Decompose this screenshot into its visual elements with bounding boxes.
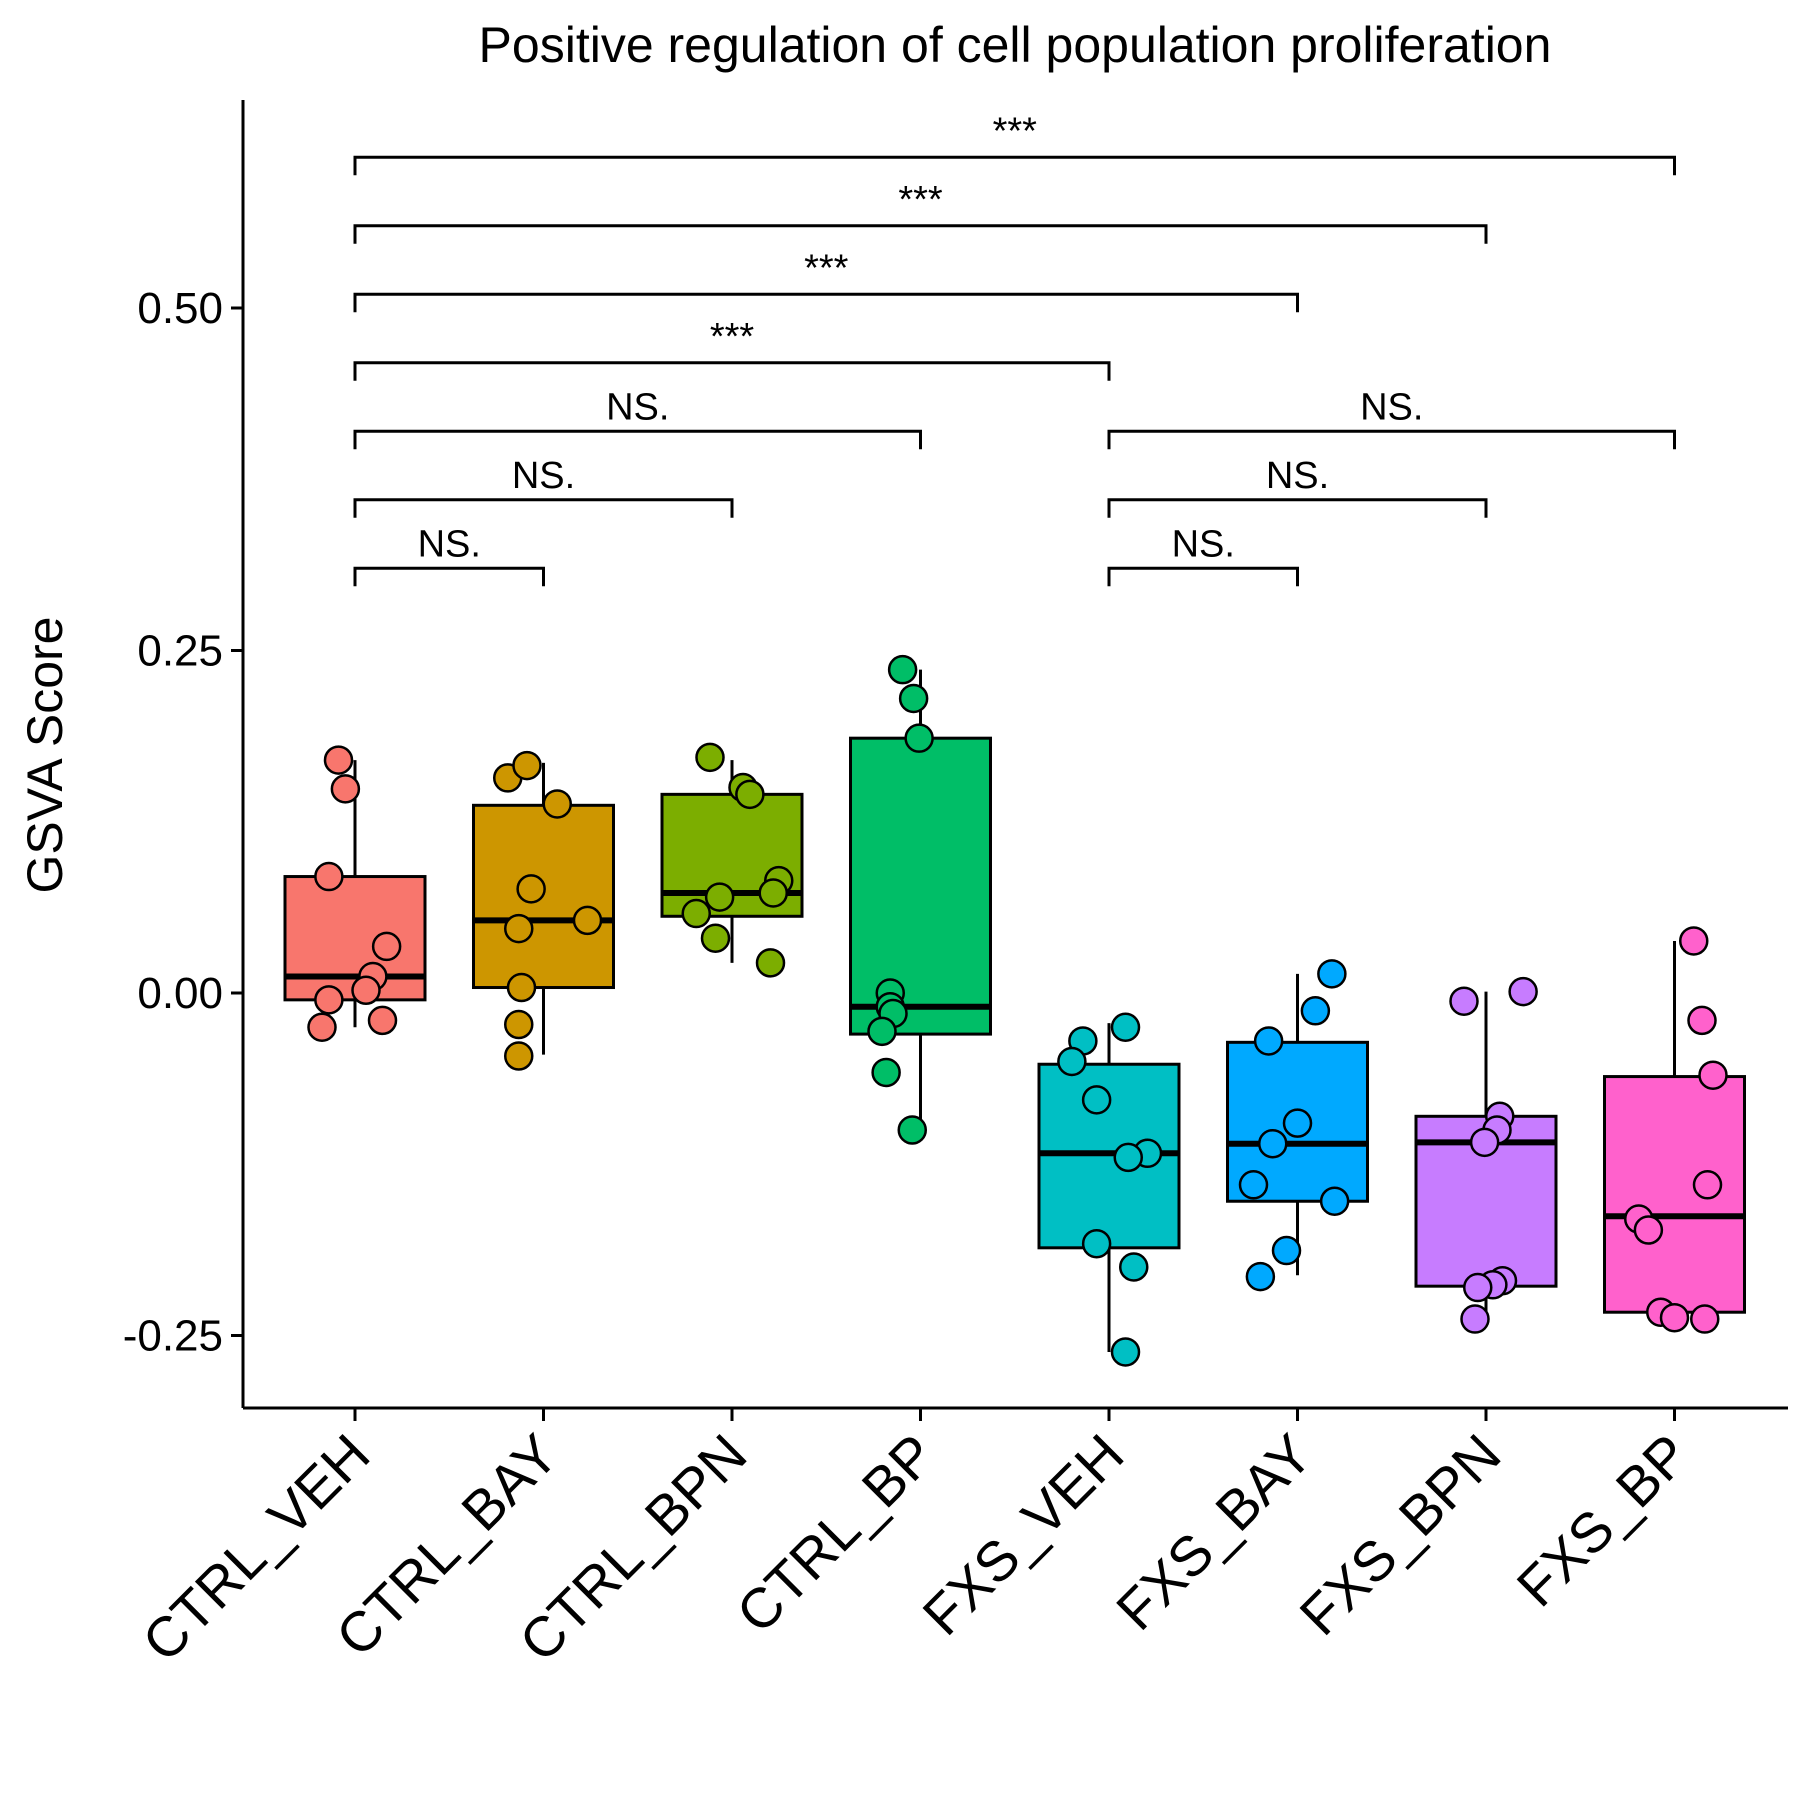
data-point [1687,1005,1717,1036]
x-tick-label: FXS_VEH [910,1422,1135,1647]
x-tick-label: FXS_BPN [1287,1422,1512,1647]
data-point [1081,1228,1112,1259]
data-point [323,745,354,775]
significance-label: *** [710,316,755,358]
y-tick-label: 0.50 [137,284,223,333]
data-point [314,985,344,1015]
data-point [504,913,534,944]
significance-bracket [353,224,1488,244]
data-point [1300,996,1331,1026]
data-point [351,975,381,1006]
data-point [1679,926,1709,956]
data-point [735,779,765,810]
box-fxs-bp [1603,1075,1746,1314]
data-point [330,774,361,804]
data-point [1238,1170,1269,1200]
data-point [572,905,603,936]
data-point [504,1041,534,1071]
significance-label: NS. [1172,523,1235,565]
data-point [1319,1186,1350,1216]
significance-bracket [353,429,922,450]
significance-bracket [1107,498,1488,518]
data-point [504,1009,534,1040]
data-point [867,1016,897,1047]
data-point [1469,1127,1500,1158]
significance-label: NS. [1266,455,1329,497]
data-point [681,898,711,929]
data-point [887,654,918,685]
data-point [1245,1261,1276,1292]
significance-label: *** [993,110,1038,152]
data-point [871,1057,901,1088]
data-point [898,683,929,714]
significance-label: *** [804,247,849,289]
data-point [755,948,786,978]
significance-bracket [353,566,545,587]
y-axis-label: GSVA Score [17,617,73,894]
data-point [314,861,344,892]
data-point [1110,1012,1141,1042]
data-point [367,1005,398,1036]
data-point [1698,1060,1728,1090]
data-point [1508,976,1538,1007]
x-tick-label: FXS_BP [1505,1422,1701,1618]
significance-bracket [353,498,734,518]
data-point [1659,1302,1690,1333]
data-point [704,882,735,912]
data-point [1692,1170,1723,1200]
data-point [1113,1142,1143,1173]
data-point [371,931,402,962]
data-point [307,1012,337,1042]
significance-bracket [1107,429,1676,450]
significance-label: NS. [606,386,669,428]
x-tick-label: CTRL_BP [724,1422,947,1645]
data-point [700,923,731,953]
y-tick-label: -0.25 [123,1312,223,1361]
data-point [1258,1128,1288,1159]
data-point [1460,1304,1490,1334]
data-point [1119,1252,1149,1282]
data-point [1110,1337,1141,1367]
data-point [897,1115,927,1145]
significance-label: NS. [1360,386,1423,428]
significance-bracket [353,361,1111,381]
plot-area: -0.250.000.250.50CTRL_VEHCTRL_BAYCTRL_BP… [123,100,1788,1673]
data-point [512,750,542,781]
data-point [1463,1272,1493,1303]
y-tick-label: 0.25 [137,627,223,676]
data-point [758,878,788,908]
significance-bracket [353,155,1676,176]
data-point [1271,1235,1302,1266]
data-point [1253,1026,1284,1056]
chart-title: Positive regulation of cell population p… [479,17,1552,73]
data-point [506,972,537,1003]
data-point [1282,1108,1313,1138]
data-point [1690,1304,1720,1334]
significance-label: *** [898,179,943,221]
data-point [542,789,572,819]
significance-label: NS. [512,455,575,497]
data-point [1633,1215,1664,1245]
data-point [1317,959,1347,989]
data-point [1081,1085,1112,1115]
data-point [1449,986,1479,1016]
data-point [1057,1046,1087,1077]
significance-bracket [1107,566,1299,587]
data-point [516,874,546,904]
data-point [695,742,725,773]
box-ctrl-bp [849,736,992,1036]
data-point [904,723,934,753]
y-tick-label: 0.00 [137,969,223,1018]
significance-label: NS. [418,523,481,565]
x-tick-label: FXS_BAY [1104,1422,1324,1642]
significance-bracket [353,292,1299,313]
